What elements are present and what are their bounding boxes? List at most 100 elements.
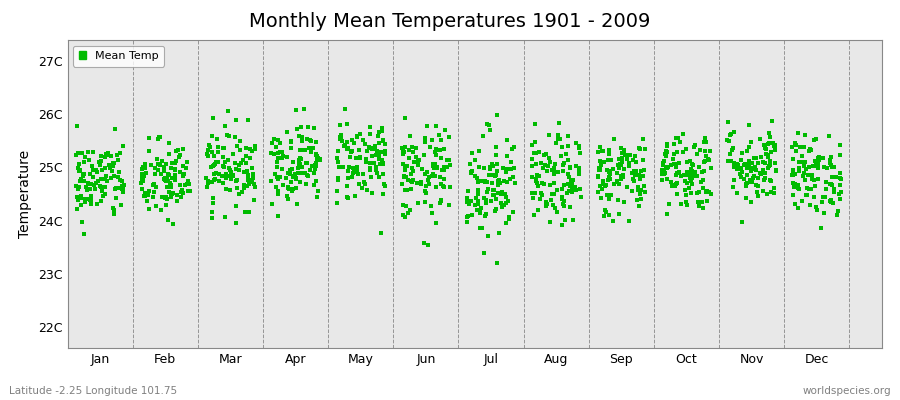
Point xyxy=(563,182,578,189)
Point xyxy=(309,160,323,166)
Point xyxy=(569,163,583,170)
Point xyxy=(209,170,223,176)
Point xyxy=(626,176,640,182)
Point xyxy=(112,169,127,175)
Point xyxy=(82,156,96,163)
Point xyxy=(106,173,121,179)
Point xyxy=(273,149,287,155)
Point xyxy=(372,174,386,180)
Point xyxy=(340,139,355,145)
Point xyxy=(506,209,520,215)
Point xyxy=(832,170,847,176)
Point xyxy=(200,150,214,157)
Point xyxy=(239,152,254,159)
Point xyxy=(117,182,131,188)
Point xyxy=(540,168,554,174)
Point xyxy=(680,158,695,165)
Point xyxy=(786,167,800,173)
Point xyxy=(502,216,517,222)
Point xyxy=(168,148,183,154)
Point xyxy=(681,185,696,191)
Point xyxy=(146,194,160,201)
Point xyxy=(310,155,324,161)
Point xyxy=(796,163,811,169)
Point xyxy=(212,178,227,184)
Point xyxy=(529,178,544,184)
Point xyxy=(632,144,646,151)
Point xyxy=(687,144,701,150)
Point xyxy=(489,152,503,158)
Point xyxy=(364,146,379,152)
Point xyxy=(398,214,412,220)
Point xyxy=(460,219,474,226)
Point xyxy=(142,148,157,155)
Point xyxy=(364,190,379,196)
Point xyxy=(507,144,521,150)
Point xyxy=(290,125,304,132)
Point xyxy=(90,201,104,207)
Point xyxy=(162,151,176,158)
Point xyxy=(405,177,419,184)
Point xyxy=(168,177,183,184)
Point xyxy=(739,182,753,189)
Point xyxy=(228,134,242,140)
Point xyxy=(562,164,577,170)
Point xyxy=(661,143,675,150)
Point xyxy=(69,183,84,189)
Point xyxy=(398,166,412,173)
Point xyxy=(286,158,301,165)
Point xyxy=(349,132,364,139)
Point xyxy=(551,169,565,175)
Point xyxy=(307,182,321,188)
Point xyxy=(271,190,285,197)
Point xyxy=(539,199,554,205)
Point xyxy=(666,151,680,157)
Point xyxy=(526,212,541,218)
Point xyxy=(236,156,250,163)
Point xyxy=(474,178,489,184)
Point xyxy=(721,158,735,164)
Point xyxy=(248,143,262,149)
Point xyxy=(543,158,557,165)
Point xyxy=(98,173,112,180)
Point xyxy=(459,195,473,201)
Point xyxy=(464,170,479,176)
Point xyxy=(405,164,419,171)
Point xyxy=(592,167,607,173)
Point xyxy=(348,155,363,162)
Point xyxy=(526,156,540,163)
Point xyxy=(94,158,108,164)
Point xyxy=(330,175,345,181)
Point xyxy=(276,152,291,159)
Point xyxy=(76,178,91,184)
Point xyxy=(489,172,503,178)
Point xyxy=(166,160,180,167)
Point xyxy=(504,166,518,172)
Point xyxy=(563,204,578,210)
Point xyxy=(78,154,93,160)
Point xyxy=(83,171,97,177)
Point xyxy=(824,199,838,206)
Point xyxy=(276,181,291,188)
Point xyxy=(795,198,809,204)
Point xyxy=(434,137,448,143)
Point xyxy=(556,162,571,168)
Point xyxy=(525,142,539,148)
Point xyxy=(83,181,97,187)
Point xyxy=(434,197,448,204)
Point xyxy=(537,151,552,158)
Point xyxy=(221,165,236,172)
Point xyxy=(346,166,361,173)
Point xyxy=(313,156,328,163)
Point xyxy=(601,177,616,183)
Point xyxy=(472,208,487,214)
Point xyxy=(824,160,838,166)
Point xyxy=(94,198,108,204)
Point xyxy=(788,180,803,187)
Point xyxy=(488,208,502,214)
Point xyxy=(398,115,412,121)
Point xyxy=(572,143,586,150)
Point xyxy=(155,194,169,200)
Point xyxy=(346,139,361,146)
Point xyxy=(418,199,432,205)
